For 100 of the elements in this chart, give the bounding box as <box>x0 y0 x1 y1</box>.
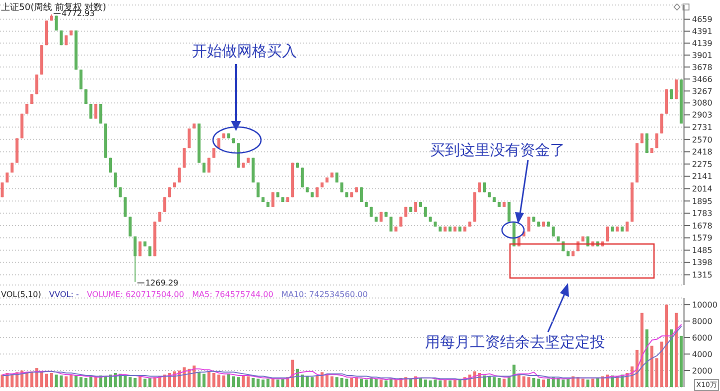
candlestick <box>212 148 216 158</box>
bar <box>70 374 73 387</box>
bar <box>40 372 44 387</box>
y-tick-label: 3678 <box>692 62 712 72</box>
candlestick <box>508 202 511 222</box>
y-tick-label: 4391 <box>692 27 712 36</box>
bar <box>236 377 240 387</box>
candlestick <box>660 113 664 134</box>
y-tick-label: 1678 <box>692 221 712 230</box>
bar <box>320 372 324 387</box>
bar <box>537 378 540 387</box>
y-tick-label: 1398 <box>692 258 712 268</box>
bar <box>143 378 146 387</box>
bar <box>212 372 216 387</box>
y-tick-label: 2731 <box>692 122 712 132</box>
y-tick-label: 1579 <box>692 234 712 243</box>
y-tick-label: 2141 <box>692 172 712 182</box>
bar <box>527 377 530 387</box>
bar <box>89 376 92 387</box>
bar <box>670 329 673 387</box>
bar <box>148 378 152 387</box>
bar <box>428 380 432 387</box>
bar <box>546 378 550 387</box>
bar <box>262 380 265 387</box>
annotation: 买到这里没有资金了 <box>430 141 565 160</box>
y-tick-label: 10000 <box>692 300 718 310</box>
candlestick <box>163 196 166 212</box>
bar <box>104 376 108 387</box>
bar <box>453 380 456 387</box>
y-tick-label: 2275 <box>692 160 712 169</box>
y-tick-label: 1783 <box>692 209 712 218</box>
bar <box>266 378 270 387</box>
bar <box>291 360 294 387</box>
y-tick-label: 3901 <box>692 50 712 60</box>
y-tick-label: 4139 <box>692 39 712 48</box>
bar <box>596 378 600 387</box>
bar <box>326 374 329 387</box>
candlestick <box>335 172 338 183</box>
y-tick-label: 6000 <box>692 333 712 342</box>
bar <box>419 378 422 387</box>
bar <box>384 380 388 387</box>
y-tick-label: 4000 <box>692 350 712 359</box>
bar <box>198 372 201 387</box>
candlestick <box>84 88 88 104</box>
annotation: MA10: 742534560.00 <box>281 290 368 299</box>
y-tick-label: 1315 <box>692 270 712 280</box>
annotation: MA5: 764575744.00 <box>192 290 274 299</box>
annotation: 开始做网格买入 <box>192 42 297 61</box>
bar <box>645 329 648 387</box>
bar <box>256 378 260 387</box>
bar <box>306 376 309 387</box>
bar <box>108 374 112 387</box>
candlestick <box>35 74 38 95</box>
candlestick <box>6 172 9 183</box>
bar <box>54 374 58 387</box>
bar <box>60 375 63 387</box>
y-tick-label: 1485 <box>692 246 712 256</box>
bar <box>665 304 668 387</box>
y-tick-label: 3080 <box>692 98 712 108</box>
bar <box>444 380 447 387</box>
annotation: VVOL: - <box>49 290 79 299</box>
bar <box>660 342 664 387</box>
bar <box>674 312 678 387</box>
bar <box>566 378 570 387</box>
candlestick <box>54 15 58 31</box>
candlestick <box>300 167 304 188</box>
bar <box>542 380 546 387</box>
bar <box>64 376 68 387</box>
bar <box>591 378 594 387</box>
bar <box>84 378 88 387</box>
candlestick <box>271 192 274 208</box>
y-tick-label: 2570 <box>692 135 712 144</box>
bar <box>360 378 363 387</box>
bar <box>636 350 639 387</box>
candlestick <box>128 216 132 237</box>
bar <box>335 377 338 387</box>
bar <box>138 376 142 387</box>
annotation: 1269.29 <box>145 278 178 288</box>
bar <box>640 312 644 387</box>
candlestick <box>30 94 34 104</box>
bar <box>488 376 491 387</box>
candlestick <box>178 167 181 183</box>
annotation: 用每月工资结余去坚定定投 <box>425 333 605 352</box>
bar <box>310 377 314 387</box>
candlestick <box>134 236 137 282</box>
candlestick <box>182 148 186 168</box>
candlestick <box>124 196 127 218</box>
bar <box>25 372 28 387</box>
bar <box>232 376 236 387</box>
bar <box>448 380 452 387</box>
y-tick-label: 2903 <box>692 110 712 120</box>
bar <box>576 377 580 387</box>
bar <box>74 375 78 387</box>
bar <box>424 380 427 387</box>
y-tick-label: 2418 <box>692 148 712 157</box>
candlestick <box>414 202 418 212</box>
bar <box>10 374 14 387</box>
y-tick-label: 1895 <box>692 196 712 206</box>
bar <box>50 372 53 387</box>
bar <box>252 378 255 387</box>
